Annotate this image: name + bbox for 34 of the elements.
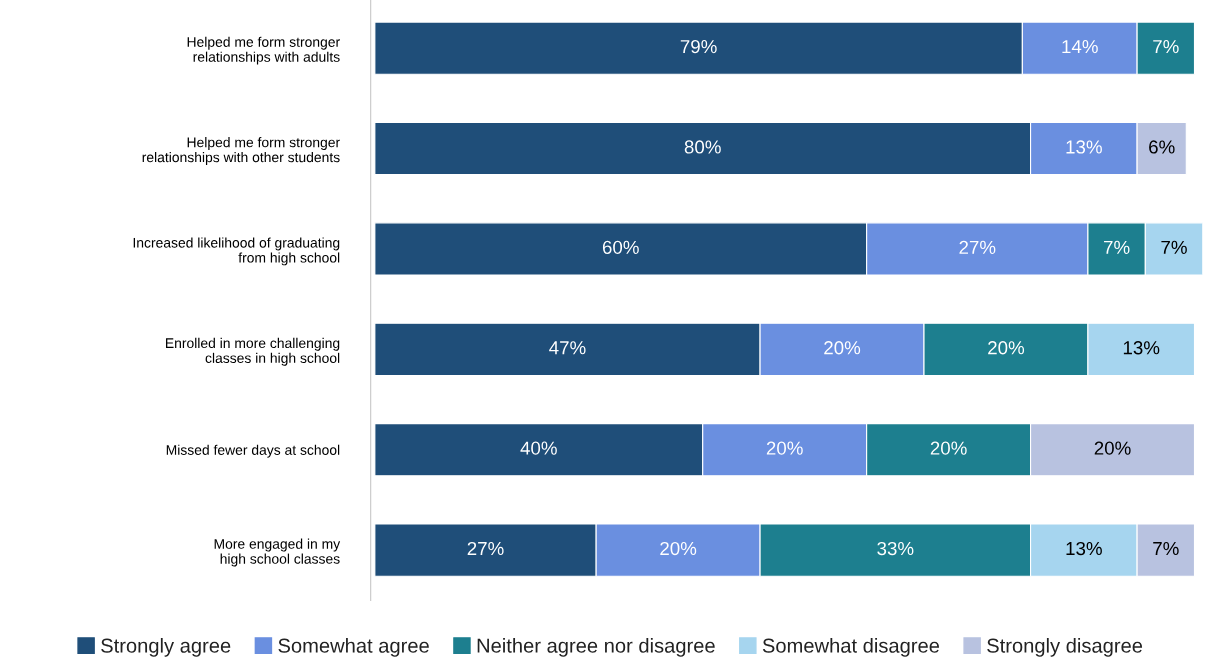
data-label: 27% xyxy=(467,541,504,556)
data-label: 27% xyxy=(959,240,996,254)
data-label: 20% xyxy=(824,341,861,355)
data-label: 20% xyxy=(660,541,697,556)
data-label: 13% xyxy=(1123,341,1160,355)
legend-label: Strongly disagree xyxy=(987,637,1143,657)
data-label: 7% xyxy=(1153,40,1179,54)
data-label: 14% xyxy=(1062,40,1098,54)
legend-label: Somewhat disagree xyxy=(762,637,940,657)
data-label: 20% xyxy=(930,441,967,455)
y-tick-label: Enrolled in more challenging classes in high school xyxy=(166,337,340,366)
legend-label: Strongly agree xyxy=(101,637,231,657)
data-label: 80% xyxy=(684,140,721,154)
y-tick-label: Helped me form stronger relationships with other students xyxy=(142,137,340,165)
y-tick-label: Missed fewer days at school xyxy=(166,444,340,458)
data-label: 7% xyxy=(1153,541,1179,556)
data-label: 6% xyxy=(1149,140,1175,154)
data-label: 47% xyxy=(549,341,586,355)
data-label: 13% xyxy=(1066,140,1102,154)
data-label: 33% xyxy=(877,541,914,556)
y-tick-label: More engaged in my high school classes xyxy=(214,538,341,567)
data-label: 60% xyxy=(602,240,639,254)
legend-label: Neither agree nor disagree xyxy=(477,637,715,657)
data-label: 20% xyxy=(988,341,1025,355)
data-label: 40% xyxy=(520,441,557,455)
legend-label: Somewhat agree xyxy=(278,637,429,657)
data-label: 13% xyxy=(1066,541,1102,556)
data-label: 20% xyxy=(1094,441,1131,455)
data-label: 7% xyxy=(1104,240,1130,254)
y-tick-label: Increased likelihood of graduating from high school xyxy=(133,237,340,266)
data-label: 79% xyxy=(680,39,717,54)
y-tick-label: Helped me form stronger relationships with adults xyxy=(187,36,340,65)
data-label: 20% xyxy=(766,441,803,455)
data-label: 7% xyxy=(1161,240,1187,254)
